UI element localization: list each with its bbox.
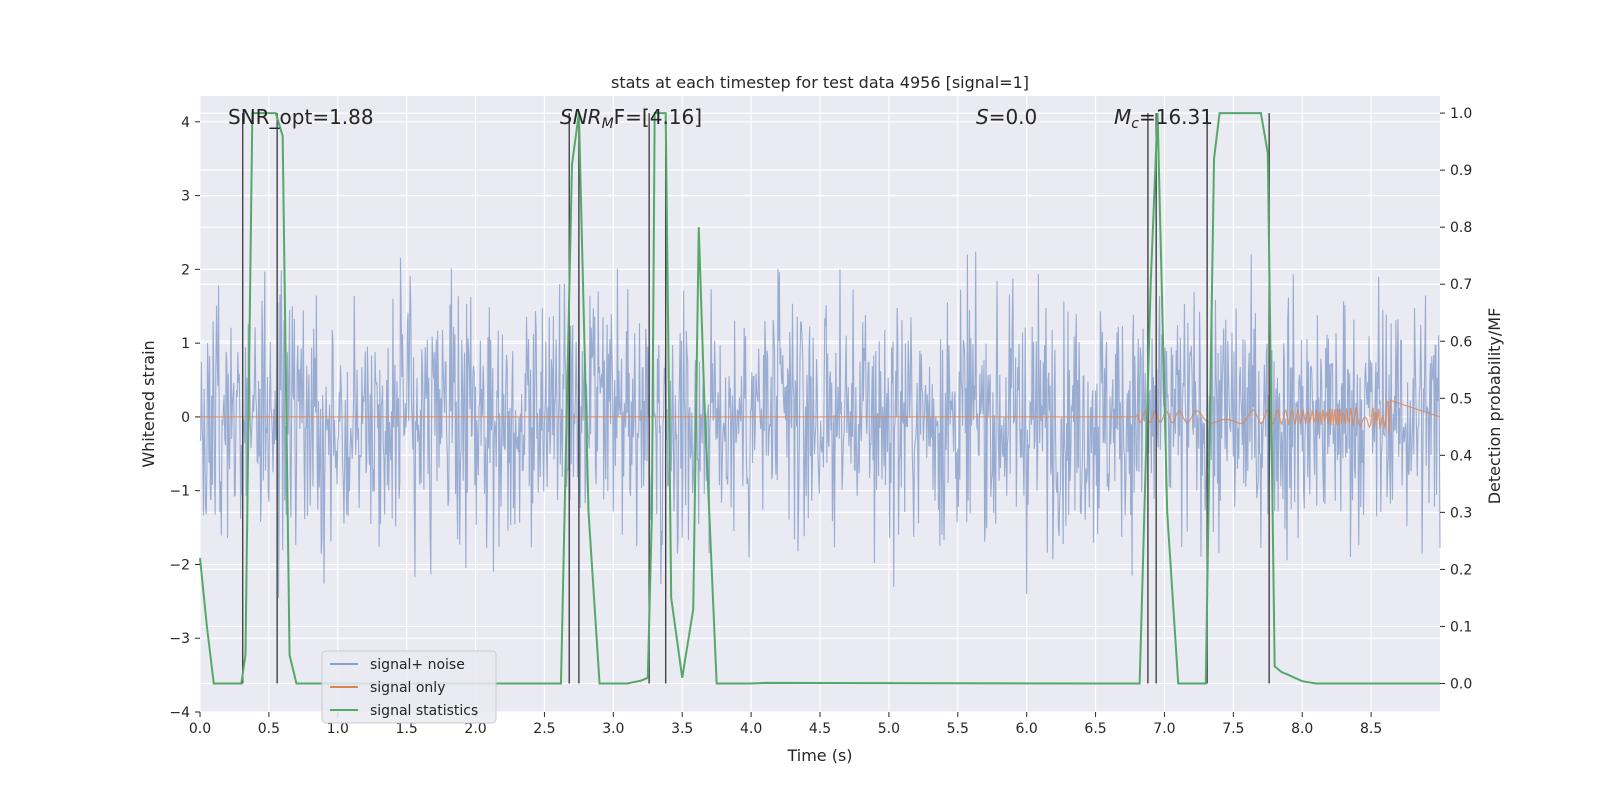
- legend-label-stats: signal statistics: [370, 703, 478, 719]
- left-y-tick-label: −1: [169, 484, 190, 500]
- left-y-tick-label: 0: [181, 410, 190, 426]
- x-tick-label: 5.5: [947, 721, 969, 737]
- right-y-tick-label: 0.7: [1450, 277, 1472, 293]
- legend-box: [321, 650, 497, 724]
- left-y-tick-label: 2: [181, 262, 190, 278]
- signal-statistics-line: [199, 112, 1440, 685]
- s-value: =0.0: [989, 105, 1038, 129]
- x-tick-label: 0.0: [189, 721, 211, 737]
- mc-value: =16.31: [1139, 105, 1213, 129]
- right-y-tick-label: 0.1: [1450, 619, 1472, 635]
- snr-mf-subscript: M: [602, 116, 614, 132]
- x-tick-label: 7.5: [1222, 721, 1244, 737]
- x-tick-label: 3.0: [602, 721, 624, 737]
- left-y-tick-label: −2: [169, 557, 190, 573]
- signal-only-series: [200, 399, 1441, 435]
- x-tick-label: 5.0: [878, 721, 900, 737]
- chart-title: stats at each timestep for test data 495…: [611, 73, 1029, 92]
- right-y-tick-label: 0.6: [1450, 334, 1472, 350]
- x-tick-label: 8.0: [1291, 721, 1313, 737]
- snr-mf-symbol: SNR: [560, 105, 602, 129]
- x-tick-label: 2.0: [464, 721, 486, 737]
- x-tick-label: 8.5: [1360, 721, 1382, 737]
- x-tick-label: 2.5: [533, 721, 555, 737]
- right-y-tick-labels: 1.0 0.9 0.8 0.7 0.6 0.5 0.4 0.3 0.2 0.1 0.0: [1440, 106, 1472, 692]
- snr-mf-annotation: SNRMF=[4.16]: [560, 105, 702, 132]
- mc-symbol: M: [1114, 105, 1131, 129]
- x-tick-label: 3.5: [671, 721, 693, 737]
- snr-mf-value: F=[4.16]: [614, 105, 702, 129]
- x-tick-label: 4.5: [809, 721, 831, 737]
- legend: signal+ noise signal only signal statist…: [321, 650, 497, 724]
- mc-annotation: Mc=16.31: [1114, 105, 1213, 132]
- snr-opt-annotation: SNR_opt=1.88: [228, 105, 374, 129]
- signal-statistics-series: [199, 112, 1440, 685]
- legend-label-signal: signal only: [370, 680, 445, 696]
- x-tick-label: 4.0: [740, 721, 762, 737]
- signal-only-line: [200, 399, 1441, 435]
- right-y-axis-label: Detection probability/MF: [1485, 308, 1504, 505]
- x-tick-label: 7.0: [1153, 721, 1175, 737]
- left-y-tick-label: 1: [181, 336, 190, 352]
- x-tick-label: 1.0: [327, 721, 349, 737]
- x-tick-label: 1.5: [396, 721, 418, 737]
- s-annotation: S=0.0: [976, 105, 1037, 129]
- left-y-tick-labels: 4 3 2 1 0 −1 −2 −3 −4: [169, 115, 200, 721]
- x-tick-labels: 0.0 0.5 1.0 1.5 2.0 2.5 3.0 3.5 4.0 4.5 5.0 5.5 6.0 6…: [189, 712, 1382, 737]
- left-y-axis-label: Whitened strain: [139, 340, 158, 467]
- right-y-tick-label: 0.8: [1450, 220, 1472, 236]
- plot-area: [199, 96, 1441, 713]
- left-y-tick-label: 3: [181, 189, 190, 205]
- signal-plus-noise-series: [199, 245, 1441, 599]
- left-y-tick-label: 4: [181, 115, 190, 131]
- right-y-tick-label: 0.0: [1450, 676, 1472, 692]
- right-y-tick-label: 0.3: [1450, 505, 1472, 521]
- right-y-tick-label: 0.2: [1450, 562, 1472, 578]
- x-tick-label: 6.0: [1016, 721, 1038, 737]
- mc-subscript: c: [1131, 116, 1139, 132]
- signal-plus-noise-line: [199, 245, 1441, 599]
- right-y-tick-label: 0.5: [1450, 391, 1472, 407]
- left-y-tick-label: −3: [169, 631, 190, 647]
- right-y-tick-label: 1.0: [1450, 106, 1472, 122]
- vertical-marker-lines: [242, 113, 1270, 684]
- x-axis-label: Time (s): [786, 746, 852, 765]
- s-symbol: S: [976, 105, 989, 129]
- x-tick-label: 0.5: [258, 721, 280, 737]
- legend-label-noise: signal+ noise: [370, 657, 465, 673]
- right-y-tick-label: 0.9: [1450, 163, 1472, 179]
- left-y-tick-label: −4: [169, 705, 190, 721]
- x-tick-label: 6.5: [1084, 721, 1106, 737]
- right-y-tick-label: 0.4: [1450, 448, 1472, 464]
